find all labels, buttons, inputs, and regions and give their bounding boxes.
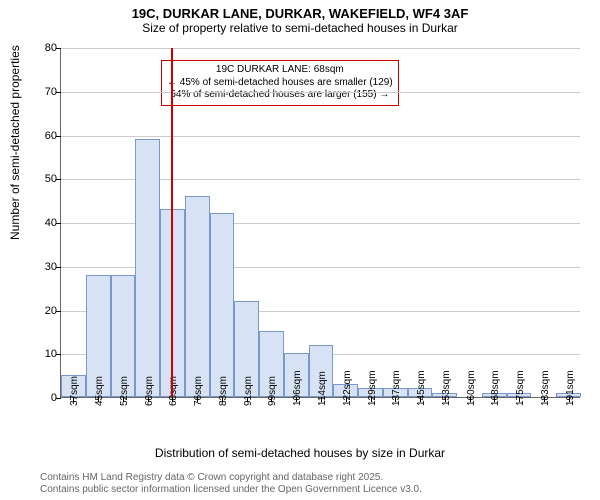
- x-tick-label: 45sqm: [94, 376, 105, 406]
- x-tick-label: 83sqm: [218, 376, 229, 406]
- x-tick-label: 168sqm: [490, 370, 501, 406]
- y-tick-label: 20: [29, 305, 57, 317]
- annotation-line-2: ← 45% of semi-detached houses are smalle…: [167, 77, 393, 90]
- x-tick-label: 76sqm: [193, 376, 204, 406]
- chart-container: 19C, DURKAR LANE, DURKAR, WAKEFIELD, WF4…: [0, 0, 600, 500]
- y-tick-label: 30: [29, 261, 57, 273]
- x-tick-label: 68sqm: [168, 376, 179, 406]
- x-tick-label: 129sqm: [367, 370, 378, 406]
- x-tick-label: 122sqm: [342, 370, 353, 406]
- x-tick-label: 191sqm: [565, 370, 576, 406]
- x-tick-label: 114sqm: [317, 371, 328, 406]
- annotation-box: 19C DURKAR LANE: 68sqm ← 45% of semi-det…: [161, 60, 399, 106]
- annotation-line-1: 19C DURKAR LANE: 68sqm: [167, 64, 393, 77]
- x-tick-label: 91sqm: [243, 376, 254, 406]
- y-tick-label: 0: [29, 392, 57, 404]
- x-tick-label: 137sqm: [391, 370, 402, 406]
- y-tick-label: 70: [29, 86, 57, 98]
- x-tick-label: 106sqm: [292, 370, 303, 406]
- y-tick-label: 80: [29, 42, 57, 54]
- y-tick-label: 50: [29, 173, 57, 185]
- grid-line: [61, 136, 580, 137]
- chart-title-sub: Size of property relative to semi-detach…: [0, 21, 600, 35]
- x-tick-label: 183sqm: [540, 370, 551, 406]
- x-tick-label: 60sqm: [144, 376, 155, 406]
- reference-line: [171, 48, 173, 397]
- y-tick-label: 10: [29, 348, 57, 360]
- histogram-bar: [185, 196, 210, 397]
- title-block: 19C, DURKAR LANE, DURKAR, WAKEFIELD, WF4…: [0, 0, 600, 35]
- x-tick-label: 37sqm: [69, 376, 80, 406]
- x-tick-label: 160sqm: [466, 370, 477, 406]
- credits-block: Contains HM Land Registry data © Crown c…: [40, 472, 422, 496]
- y-tick-label: 60: [29, 130, 57, 142]
- x-tick-label: 99sqm: [267, 376, 278, 406]
- y-tick-label: 40: [29, 217, 57, 229]
- x-tick-label: 175sqm: [515, 370, 526, 406]
- x-tick-label: 145sqm: [416, 370, 427, 406]
- grid-line: [61, 48, 580, 49]
- credits-line-1: Contains HM Land Registry data © Crown c…: [40, 472, 422, 484]
- plot-area: 19C DURKAR LANE: 68sqm ← 45% of semi-det…: [60, 48, 580, 398]
- histogram-bar: [210, 213, 235, 397]
- x-tick-label: 153sqm: [441, 370, 452, 406]
- chart-title-main: 19C, DURKAR LANE, DURKAR, WAKEFIELD, WF4…: [0, 6, 600, 21]
- histogram-bar: [135, 139, 160, 397]
- credits-line-2: Contains public sector information licen…: [40, 484, 422, 496]
- x-axis-label: Distribution of semi-detached houses by …: [0, 446, 600, 460]
- x-tick-label: 52sqm: [119, 376, 130, 406]
- grid-line: [61, 92, 580, 93]
- y-axis-label: Number of semi-detached properties: [8, 45, 22, 240]
